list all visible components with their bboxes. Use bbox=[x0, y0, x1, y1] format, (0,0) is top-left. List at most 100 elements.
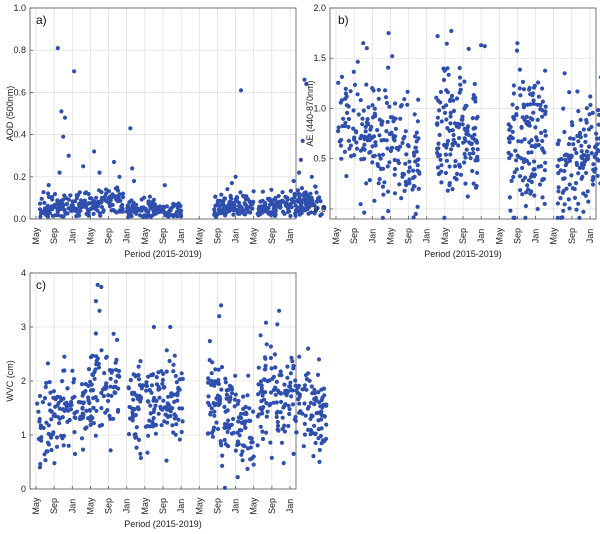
data-point bbox=[275, 322, 280, 327]
data-point bbox=[361, 41, 366, 46]
data-point bbox=[514, 167, 519, 172]
data-point bbox=[144, 388, 149, 393]
data-point bbox=[44, 420, 49, 425]
data-point bbox=[291, 178, 296, 184]
data-point bbox=[352, 135, 357, 140]
data-point bbox=[209, 378, 214, 383]
data-point bbox=[507, 140, 512, 145]
data-point bbox=[92, 376, 97, 381]
data-point bbox=[177, 437, 182, 442]
data-point bbox=[143, 383, 148, 388]
data-point bbox=[447, 164, 452, 169]
data-point bbox=[50, 213, 55, 218]
data-point bbox=[393, 116, 398, 121]
data-point bbox=[596, 108, 600, 113]
data-point bbox=[282, 382, 287, 387]
data-point bbox=[228, 397, 233, 402]
data-point bbox=[84, 408, 89, 413]
x-tick-label: Jan bbox=[231, 499, 241, 514]
data-point bbox=[173, 432, 178, 437]
data-point bbox=[445, 138, 451, 144]
data-point bbox=[136, 377, 142, 382]
data-point bbox=[578, 117, 583, 122]
data-point bbox=[66, 153, 71, 158]
data-point bbox=[579, 149, 584, 154]
data-point bbox=[585, 154, 590, 159]
data-point bbox=[174, 422, 179, 427]
data-point bbox=[324, 422, 329, 427]
data-point bbox=[596, 122, 600, 127]
data-point bbox=[531, 85, 537, 90]
data-point bbox=[212, 403, 217, 408]
data-point bbox=[577, 165, 582, 170]
data-point bbox=[116, 373, 121, 378]
data-point bbox=[245, 393, 250, 398]
data-point bbox=[219, 303, 224, 308]
data-point bbox=[161, 398, 166, 403]
data-point bbox=[215, 198, 220, 203]
data-point bbox=[232, 203, 237, 208]
data-point bbox=[403, 179, 408, 184]
data-point bbox=[532, 193, 537, 198]
data-point bbox=[351, 69, 356, 74]
data-point bbox=[377, 153, 382, 158]
y-tick-label: 4 bbox=[21, 268, 26, 278]
data-point bbox=[177, 406, 182, 411]
data-point bbox=[273, 365, 278, 370]
data-point bbox=[288, 384, 293, 389]
data-point bbox=[462, 136, 467, 141]
data-point bbox=[538, 164, 544, 169]
data-point bbox=[117, 192, 122, 197]
data-point bbox=[412, 174, 417, 179]
data-point bbox=[531, 159, 537, 164]
data-point bbox=[447, 183, 452, 188]
data-point bbox=[539, 130, 544, 135]
y-tick-label: 3 bbox=[21, 322, 26, 332]
data-point bbox=[176, 417, 181, 422]
data-point bbox=[85, 202, 90, 207]
data-point bbox=[522, 117, 527, 123]
data-point bbox=[572, 195, 578, 200]
x-tick-label: Sep bbox=[49, 498, 59, 514]
data-point bbox=[271, 374, 276, 379]
x-tick-label: Jan bbox=[585, 229, 595, 244]
data-point bbox=[574, 160, 579, 166]
data-points bbox=[35, 282, 329, 490]
data-point bbox=[311, 454, 316, 459]
data-point bbox=[65, 386, 70, 391]
data-point bbox=[152, 208, 158, 213]
data-point bbox=[577, 215, 582, 220]
data-point bbox=[276, 199, 281, 204]
x-tick-label: Sep bbox=[458, 228, 468, 244]
data-point bbox=[458, 82, 463, 87]
data-point bbox=[392, 191, 398, 196]
data-point bbox=[177, 213, 182, 218]
data-point bbox=[282, 403, 287, 408]
data-point bbox=[134, 211, 139, 216]
data-point bbox=[238, 88, 244, 93]
data-point bbox=[251, 462, 256, 467]
data-point bbox=[346, 116, 351, 122]
data-point bbox=[130, 410, 135, 415]
data-point bbox=[516, 139, 521, 144]
data-point bbox=[233, 199, 238, 204]
data-point bbox=[245, 208, 250, 213]
data-point bbox=[269, 366, 274, 371]
data-point bbox=[236, 204, 242, 209]
data-point bbox=[450, 187, 455, 192]
data-point bbox=[278, 399, 284, 404]
data-point bbox=[363, 129, 368, 134]
data-point bbox=[233, 392, 238, 397]
data-point bbox=[536, 94, 542, 99]
data-point bbox=[288, 188, 293, 194]
data-point bbox=[261, 205, 266, 210]
y-tick-label: 0.5 bbox=[313, 154, 326, 164]
data-point bbox=[286, 203, 291, 208]
data-point bbox=[227, 206, 232, 211]
data-point bbox=[392, 157, 397, 163]
data-point bbox=[583, 133, 588, 138]
data-point bbox=[232, 397, 237, 402]
x-tick-label: Sep bbox=[158, 498, 168, 514]
data-point bbox=[127, 416, 133, 421]
data-point bbox=[125, 206, 130, 211]
